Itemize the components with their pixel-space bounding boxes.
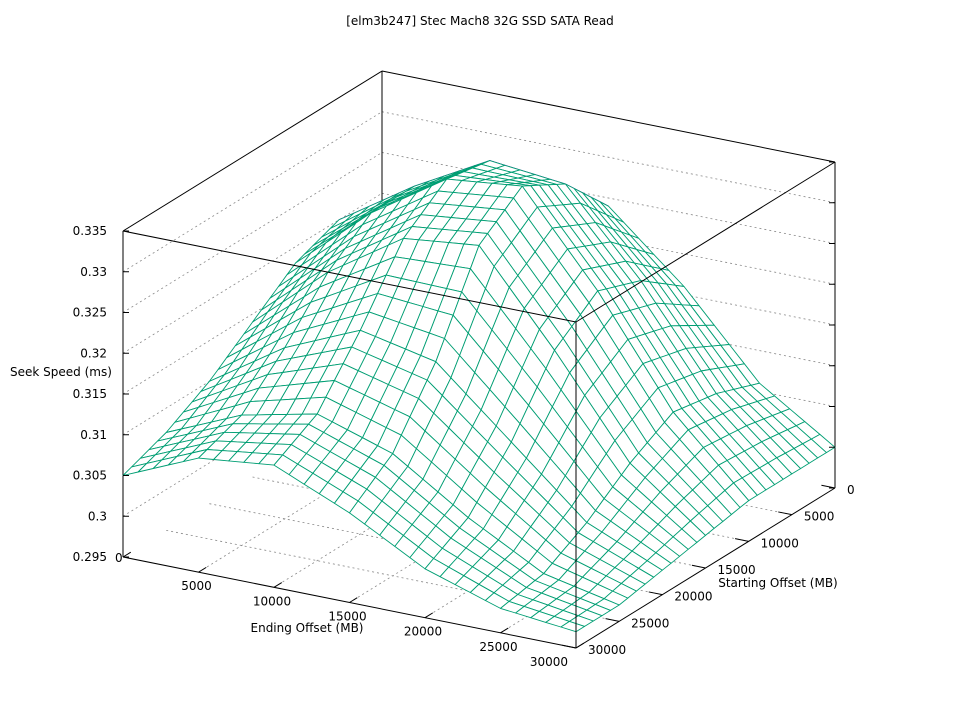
y-tick-label: 10000 (761, 536, 799, 550)
x-tick-label: 30000 (530, 655, 568, 669)
x-tick-mark (198, 566, 207, 573)
y-tick-label: 15000 (718, 563, 756, 577)
y-tick-label: 20000 (674, 590, 712, 604)
box-edge-top-right (381, 70, 836, 163)
box-front-edges (122, 161, 836, 648)
x-tick-mark (273, 582, 283, 588)
x-tick-label: 25000 (479, 640, 517, 654)
z-grid-line (381, 152, 836, 244)
z-grid-line (122, 355, 383, 517)
y-tick-mark (562, 644, 577, 649)
z-tick-label: 0.33 (80, 265, 107, 279)
x-tick-label: 15000 (328, 610, 366, 624)
y-tick-label: 5000 (804, 510, 835, 524)
z-tick-label: 0.32 (80, 346, 107, 360)
z-tick-label: 0.315 (73, 387, 107, 401)
surface-mesh (122, 160, 836, 633)
x-tick-label: 5000 (181, 579, 212, 593)
x-tick-mark (122, 551, 132, 558)
x-tick-mark (500, 627, 509, 634)
x-tick-mark (424, 612, 434, 619)
z-tick-label: 0.3 (88, 509, 107, 523)
x-grid-line (273, 426, 534, 588)
z-tick-label: 0.325 (73, 306, 107, 320)
tick-labels: 0.295 0.3 0.305 0.31 0.315 0.32 0.325 0.33 0.335… (73, 161, 855, 669)
z-axis-label: Seek Speed (ms) (10, 365, 112, 379)
z-grid-line (122, 233, 383, 395)
y-grid-line (166, 529, 620, 622)
z-grid-line (122, 152, 383, 313)
y-tick-label: 30000 (588, 643, 626, 657)
z-grid-line (122, 274, 383, 436)
z-tick-label: 0.305 (73, 469, 107, 483)
z-tick-label: 0.295 (73, 550, 107, 564)
x-tick-label: 0 (115, 551, 123, 565)
y-tick-label: 0 (847, 483, 855, 497)
z-grid-line (122, 111, 383, 273)
box-edge-top-front-left (122, 230, 577, 323)
y-axis-label: Starting Offset (MB) (718, 576, 838, 590)
x-tick-mark (349, 597, 358, 603)
x-axis-label: Ending Offset (MB) (251, 621, 364, 635)
y-tick-mark (691, 564, 706, 569)
y-tick-mark (648, 591, 663, 596)
z-grid-line (381, 111, 836, 204)
chart-title: [elm3b247] Stec Mach8 32G SSD SATA Read (346, 14, 614, 28)
y-tick-mark (778, 511, 792, 516)
x-tick-label: 10000 (253, 594, 291, 608)
x-tick-mark (575, 642, 585, 649)
z-tick-label: 0.31 (80, 428, 107, 442)
y-tick-label: 25000 (631, 616, 669, 630)
box-edge-top-left (122, 70, 383, 232)
z-grid-line (122, 192, 383, 354)
box-edge-top-front-right (575, 161, 836, 323)
y-tick-mark (734, 538, 749, 542)
x-tick-label: 20000 (404, 625, 442, 639)
z-tick-label: 0.335 (73, 224, 107, 238)
y-tick-mark (605, 618, 620, 622)
y-tick-mark (821, 484, 836, 489)
